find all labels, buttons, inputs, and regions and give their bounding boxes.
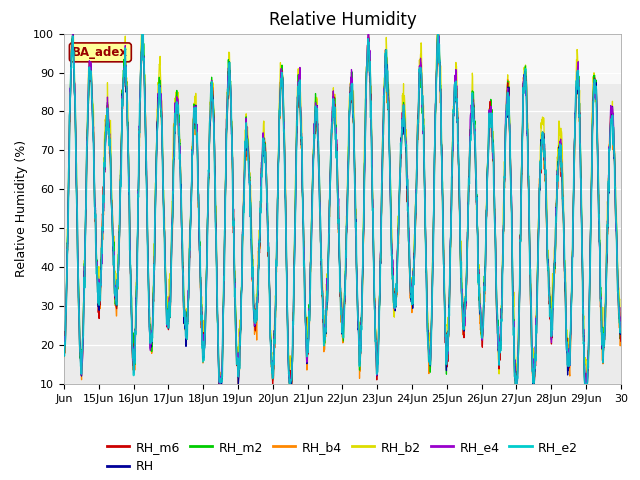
Legend: RH_m6, RH, RH_m2, RH_b4, RH_b2, RH_e4, RH_e2: RH_m6, RH, RH_m2, RH_b4, RH_b2, RH_e4, R… xyxy=(102,436,583,478)
Text: BA_adex: BA_adex xyxy=(72,46,129,59)
Bar xyxy=(64,34,621,84)
Title: Relative Humidity: Relative Humidity xyxy=(269,11,416,29)
Y-axis label: Relative Humidity (%): Relative Humidity (%) xyxy=(15,140,28,277)
